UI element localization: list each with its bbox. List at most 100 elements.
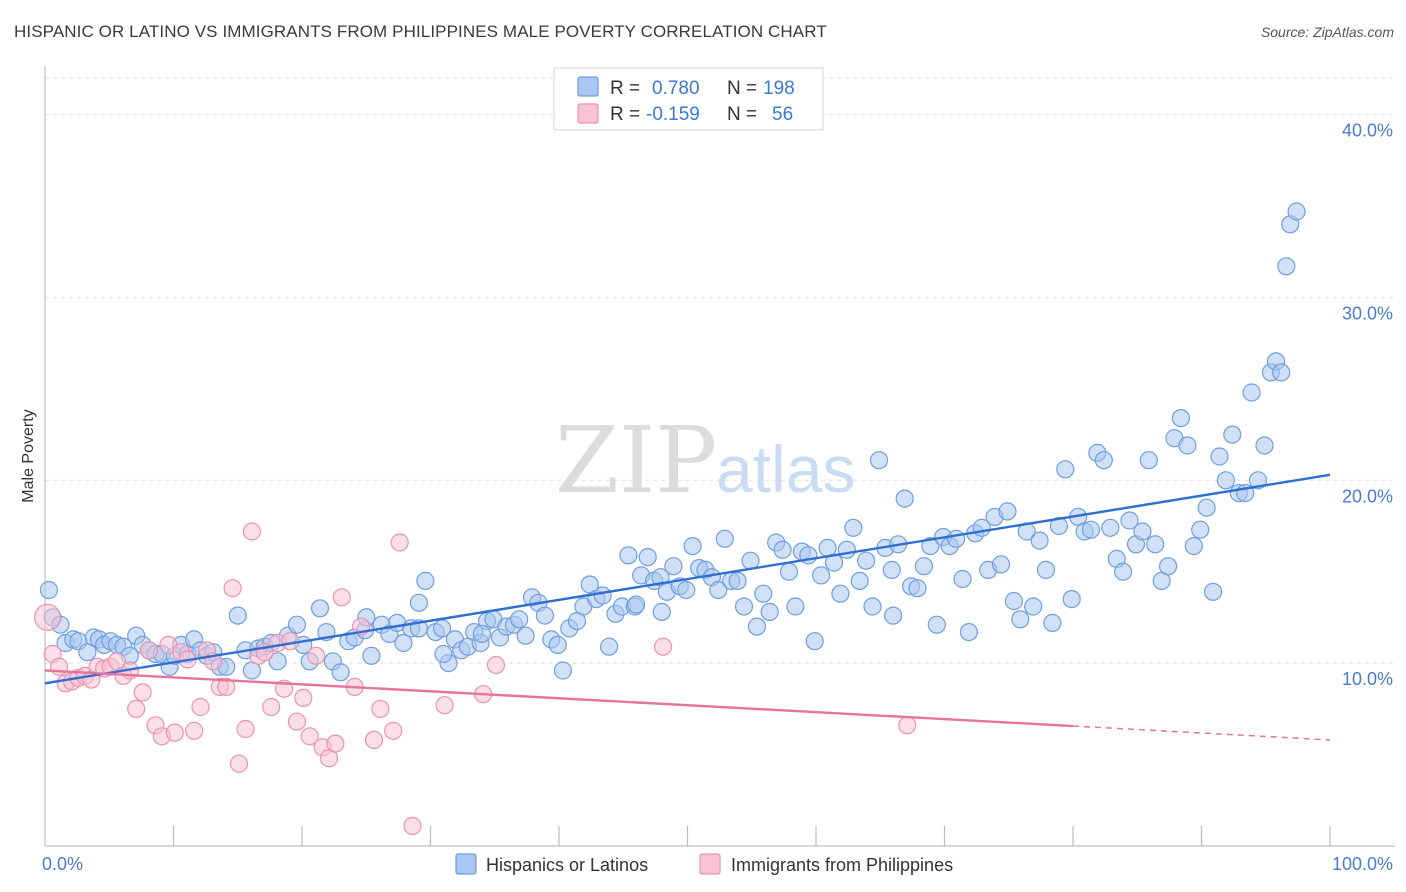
y-tick-label: 30.0% xyxy=(1342,303,1393,323)
data-point xyxy=(229,754,249,773)
data-point xyxy=(191,697,210,717)
data-point xyxy=(593,586,612,605)
data-point xyxy=(599,637,619,656)
data-point xyxy=(677,580,696,600)
data-point xyxy=(638,547,657,567)
data-point xyxy=(626,595,646,614)
data-point xyxy=(1056,460,1075,479)
data-point xyxy=(390,533,409,552)
data-point xyxy=(882,560,901,580)
legend-label-hispanics: Hispanics or Latinos xyxy=(486,855,648,875)
data-point xyxy=(1158,557,1178,576)
data-point xyxy=(619,546,638,565)
data-point xyxy=(1101,518,1120,537)
data-point xyxy=(1139,451,1158,470)
data-point xyxy=(165,723,184,742)
data-point xyxy=(394,633,413,653)
data-point xyxy=(998,502,1017,521)
legend-swatch-philippines xyxy=(699,853,721,875)
data-point xyxy=(127,699,146,719)
data-point xyxy=(869,451,889,470)
data-point xyxy=(773,540,792,559)
watermark-zip: ZIP xyxy=(555,407,717,514)
data-point xyxy=(1223,425,1242,444)
data-point xyxy=(1049,516,1069,536)
data-point xyxy=(1216,471,1236,490)
data-point xyxy=(856,551,876,570)
series-legend: Hispanics or Latinos Immigrants from Phi… xyxy=(455,853,953,875)
data-point xyxy=(416,571,435,591)
x-tick-label: 100.0% xyxy=(1332,854,1393,874)
y-tick-label: 40.0% xyxy=(1342,121,1393,141)
data-point xyxy=(223,579,242,598)
trend-line-philippines xyxy=(44,669,1074,728)
data-point xyxy=(384,721,403,740)
legend-swatch-blue xyxy=(577,76,599,97)
series-philippines xyxy=(33,522,917,836)
data-point xyxy=(310,599,330,618)
legend-n-label-1: N = xyxy=(727,78,757,99)
data-point xyxy=(831,584,850,603)
x-tick-label: 0.0% xyxy=(42,854,83,874)
data-point xyxy=(850,571,869,591)
data-point xyxy=(652,602,671,622)
tick-labels: 10.0% 20.0% 30.0% 40.0% 0.0% 100.0% xyxy=(42,121,1393,874)
legend-label-philippines: Immigrants from Philippines xyxy=(731,855,953,875)
data-point xyxy=(331,663,350,682)
data-point xyxy=(728,571,747,591)
data-point xyxy=(1081,520,1101,539)
data-point xyxy=(326,734,345,753)
data-point xyxy=(332,588,351,607)
data-point xyxy=(510,610,529,629)
data-point xyxy=(307,646,326,665)
data-point xyxy=(133,683,152,702)
data-point xyxy=(863,597,882,616)
data-point xyxy=(1024,597,1043,616)
data-point xyxy=(914,557,934,576)
data-point xyxy=(953,569,972,589)
trend-line-philippines-extension xyxy=(1072,725,1331,741)
data-point xyxy=(548,635,567,655)
data-point xyxy=(946,529,966,548)
data-point xyxy=(1287,202,1306,221)
data-point xyxy=(262,697,281,717)
data-point xyxy=(1248,471,1268,490)
correlation-legend: R = 0.780 N = 198 R = -0.159 N = 56 xyxy=(553,67,824,131)
data-point xyxy=(959,622,979,642)
trend-lines xyxy=(44,473,1331,741)
data-point xyxy=(1178,436,1197,455)
legend-r-label-1: R = xyxy=(610,78,640,99)
data-point xyxy=(242,522,261,541)
data-point xyxy=(805,632,824,651)
data-point xyxy=(403,816,422,836)
data-point xyxy=(1272,363,1291,382)
data-point xyxy=(236,719,255,739)
data-point xyxy=(1062,589,1081,609)
source-label: Source: ZipAtlas.com xyxy=(1260,24,1394,40)
data-point xyxy=(1113,562,1133,581)
data-point xyxy=(1133,522,1152,541)
data-point xyxy=(1146,535,1165,554)
data-point xyxy=(287,615,306,634)
data-point xyxy=(837,540,856,559)
data-point xyxy=(472,624,491,644)
data-point xyxy=(883,606,903,625)
data-point xyxy=(1120,511,1139,530)
data-point xyxy=(287,712,306,731)
watermark: ZIP atlas xyxy=(555,407,855,514)
data-point xyxy=(715,529,734,548)
data-point xyxy=(1171,409,1191,428)
data-point xyxy=(709,580,728,600)
data-point xyxy=(362,646,381,665)
data-point xyxy=(779,562,799,581)
axes xyxy=(44,66,1395,847)
data-point xyxy=(49,657,69,676)
data-point xyxy=(1255,436,1274,455)
data-point xyxy=(294,688,313,708)
data-point xyxy=(434,644,453,664)
data-point xyxy=(1242,383,1261,402)
legend-swatch-pink xyxy=(577,103,599,124)
data-point xyxy=(683,536,702,556)
legend-n-label-2: N = xyxy=(727,104,757,125)
data-points xyxy=(33,202,1306,836)
